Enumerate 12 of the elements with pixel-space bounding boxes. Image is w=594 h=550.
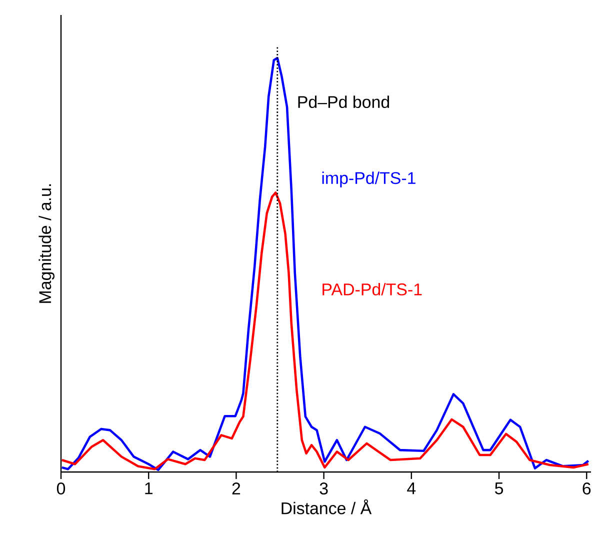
x-tick-label: 4 xyxy=(407,482,416,494)
series-label: PAD-Pd/TS-1 xyxy=(322,282,422,296)
x-tick-label: 0 xyxy=(56,482,66,495)
x-tick-label: 2 xyxy=(232,482,240,494)
ref-line-label: Pd–Pd bond xyxy=(298,96,390,108)
x-tick-label: 5 xyxy=(494,482,504,494)
y-axis-title: Magnitude / a.u. xyxy=(38,184,54,303)
x-tick-label: 3 xyxy=(320,482,328,495)
x-axis-title: Distance / Å xyxy=(282,499,372,514)
x-tick-label: 6 xyxy=(582,482,591,495)
series-label: imp-Pd/TS-1 xyxy=(322,172,416,188)
x-tick-label: 1 xyxy=(145,482,152,494)
